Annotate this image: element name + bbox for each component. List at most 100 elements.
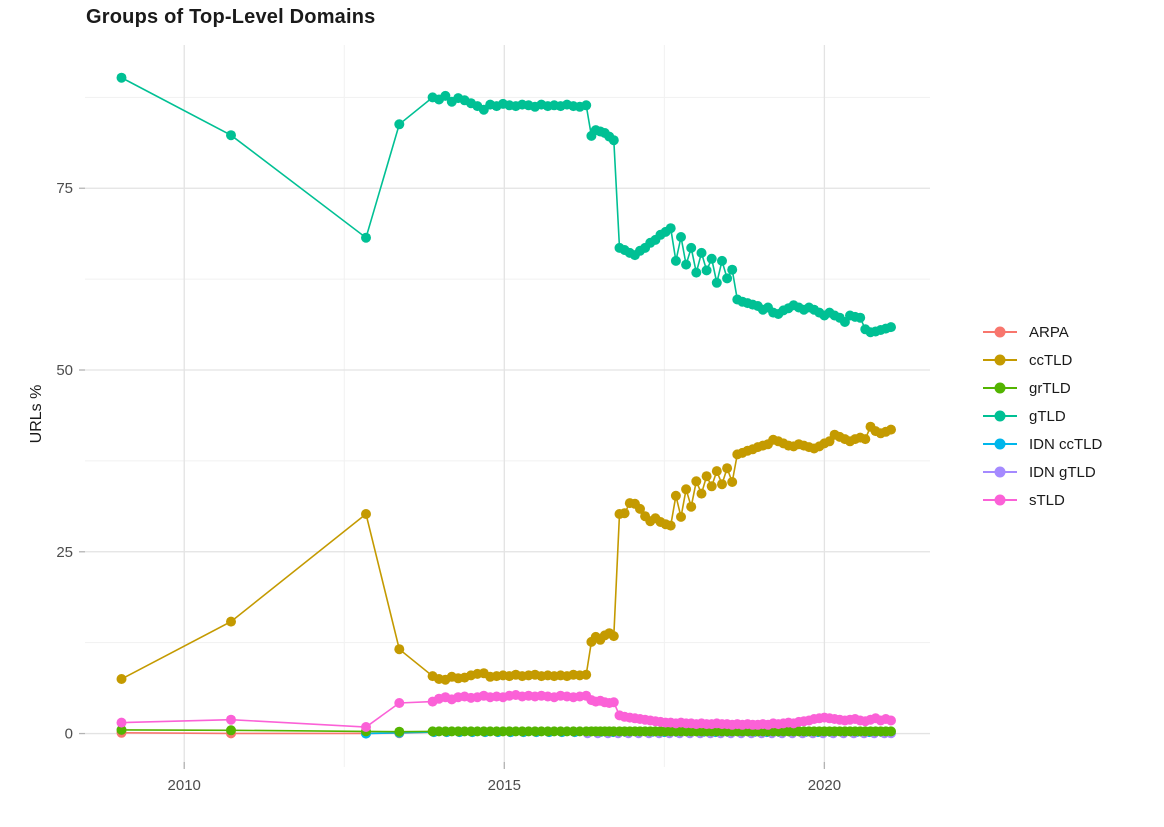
data-point [226, 616, 236, 627]
data-point [361, 232, 371, 243]
data-point [722, 463, 733, 474]
data-point [226, 725, 236, 736]
legend-key-icon [983, 382, 1017, 394]
legend-key-dot [994, 466, 1006, 478]
legend-key-icon [983, 354, 1017, 366]
legend-item-gTLD: gTLD [983, 406, 1102, 426]
data-point [855, 312, 866, 323]
data-point [394, 644, 405, 655]
legend-key-icon [983, 494, 1017, 506]
series-sTLD [116, 690, 896, 732]
data-point [717, 255, 727, 266]
data-point [701, 471, 712, 482]
data-point [670, 255, 681, 266]
data-point [722, 273, 733, 284]
data-point [361, 509, 371, 519]
data-point [361, 722, 371, 732]
data-point [394, 119, 405, 130]
data-point [711, 277, 722, 288]
data-point [696, 247, 707, 258]
data-point [581, 669, 592, 680]
data-point [635, 503, 645, 514]
data-point [886, 424, 896, 435]
data-point [619, 508, 630, 519]
legend-item-sTLD: sTLD [983, 490, 1102, 510]
data-point [711, 466, 722, 477]
x-tick-label: 2020 [808, 777, 841, 794]
data-point [665, 520, 676, 531]
data-point [727, 264, 738, 275]
data-point [860, 434, 871, 445]
legend-key-dot [994, 382, 1006, 394]
data-point [116, 717, 127, 728]
x-tick-label: 2015 [488, 777, 521, 794]
legend-key-dot [994, 410, 1006, 422]
legend-label: IDN ccTLD [1029, 435, 1103, 453]
legend-key-dot [994, 438, 1006, 450]
legend-label: ccTLD [1029, 351, 1073, 369]
data-point [886, 715, 896, 726]
data-point [676, 232, 686, 242]
data-point [394, 698, 405, 708]
legend-key-dot [994, 494, 1006, 506]
data-point [706, 481, 717, 492]
data-point [681, 484, 692, 495]
data-point [608, 135, 619, 146]
x-tick-label: 2010 [168, 777, 201, 794]
data-point [886, 322, 896, 333]
legend-item-ccTLD: ccTLD [983, 350, 1102, 370]
data-point [670, 490, 681, 501]
legend-key-icon [983, 326, 1017, 338]
legend-label: grTLD [1029, 379, 1071, 397]
data-point [116, 674, 127, 684]
legend-item-grTLD: grTLD [983, 378, 1102, 398]
legend-key-icon [983, 438, 1017, 450]
data-point [701, 265, 712, 276]
legend-label: IDN gTLD [1029, 463, 1096, 481]
data-point [394, 726, 405, 737]
legend-item-IDN-gTLD: IDN gTLD [983, 462, 1102, 482]
series-grTLD [116, 724, 896, 737]
data-point [226, 714, 236, 725]
y-tick-label: 0 [65, 726, 73, 743]
data-point [686, 501, 697, 512]
y-tick-label: 25 [56, 544, 73, 561]
data-point [686, 242, 697, 253]
series-ccTLD [116, 421, 896, 685]
chart-title: Groups of Top-Level Domains [86, 6, 376, 28]
y-tick-label: 50 [56, 362, 73, 379]
data-point [696, 488, 707, 499]
series-line [121, 76, 892, 334]
data-point [665, 223, 676, 234]
legend-item-IDN-ccTLD: IDN ccTLD [983, 434, 1102, 454]
data-point [706, 253, 717, 264]
data-point [226, 130, 236, 141]
legend-label: ARPA [1029, 323, 1069, 341]
legend-key-dot [994, 354, 1006, 366]
legend-key-icon [983, 410, 1017, 422]
data-point [717, 479, 727, 490]
series-gTLD [116, 72, 896, 338]
data-point [581, 100, 592, 111]
legend-label: gTLD [1029, 407, 1066, 425]
legend: ARPA ccTLD grTLD gTLD IDN ccTLD IDN gTLD sTLD [983, 322, 1102, 510]
data-point [691, 267, 702, 278]
legend-key-dot [994, 326, 1006, 338]
data-point [608, 631, 619, 642]
data-point [440, 90, 451, 101]
data-point [608, 697, 619, 708]
legend-item-ARPA: ARPA [983, 322, 1102, 342]
data-point [116, 724, 127, 735]
data-point [886, 726, 896, 737]
series-line [121, 425, 892, 681]
data-point [676, 511, 686, 522]
legend-label: sTLD [1029, 491, 1065, 509]
data-point [116, 72, 127, 83]
data-point [691, 476, 702, 487]
data-point [727, 477, 738, 487]
data-point [681, 259, 692, 270]
legend-key-icon [983, 466, 1017, 478]
y-tick-label: 75 [56, 180, 73, 197]
